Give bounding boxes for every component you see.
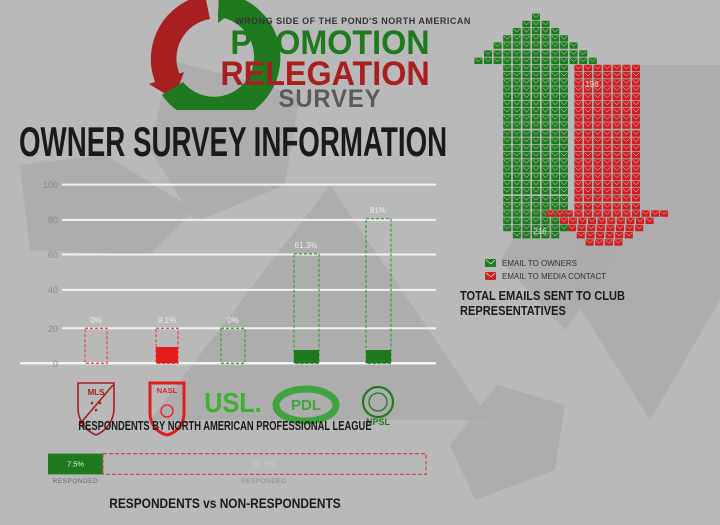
svg-text:92.5%: 92.5% — [253, 460, 275, 469]
svg-text:196: 196 — [585, 80, 599, 89]
svg-text:RESPONDED: RESPONDED — [241, 478, 287, 485]
svg-text:RESPONDED: RESPONDED — [53, 478, 99, 485]
svg-text:7.5%: 7.5% — [67, 460, 84, 469]
svg-text:EMAIL TO MEDIA CONTACT: EMAIL TO MEDIA CONTACT — [502, 272, 606, 281]
svg-text:216: 216 — [533, 227, 547, 236]
svg-text:EMAIL TO OWNERS: EMAIL TO OWNERS — [502, 259, 577, 268]
